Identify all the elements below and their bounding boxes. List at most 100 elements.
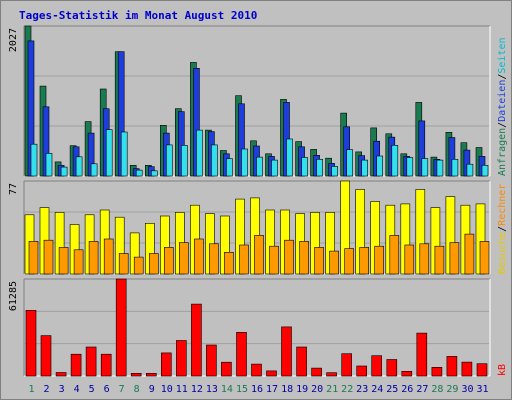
visits-bar-rechner-day-23 bbox=[359, 247, 370, 275]
requests-bar-seiten-day-4 bbox=[75, 156, 83, 177]
visits-bar-rechner-day-28 bbox=[434, 245, 445, 275]
requests-bar-seiten-day-7 bbox=[120, 131, 128, 177]
x-tick-label-day: 9 bbox=[149, 384, 155, 395]
x-tick-label-day: 29 bbox=[446, 384, 458, 395]
requests-bar-seiten-day-14 bbox=[226, 158, 233, 177]
x-tick-label-day: 8 bbox=[134, 384, 140, 395]
requests-bar-seiten-day-2 bbox=[45, 153, 53, 177]
requests-bar-seiten-day-21 bbox=[331, 166, 338, 177]
x-tick-label-day: 4 bbox=[74, 384, 80, 395]
visits-bar-rechner-day-13 bbox=[209, 243, 219, 275]
kb-bar-kb-day-5 bbox=[85, 346, 97, 377]
kb-bar-kb-day-9 bbox=[146, 372, 157, 377]
legend-rechner: Rechner bbox=[497, 184, 508, 226]
visits-bar-rechner-day-6 bbox=[103, 238, 114, 275]
requests-bar-seiten-day-24 bbox=[376, 155, 384, 177]
requests-bar-seiten-day-22 bbox=[346, 149, 354, 177]
requests-bar-seiten-day-17 bbox=[271, 159, 278, 177]
legend-kb: kB bbox=[497, 364, 508, 376]
visits-bar-rechner-day-24 bbox=[374, 245, 385, 275]
kb-bar-kb-day-2 bbox=[40, 335, 52, 377]
x-tick-label-day: 14 bbox=[221, 384, 233, 395]
kb-bar-kb-day-4 bbox=[70, 353, 82, 377]
requests-bar-seiten-day-25 bbox=[391, 145, 399, 177]
legend-besuche: Besuche bbox=[497, 232, 508, 274]
x-tick-label-day: 15 bbox=[236, 384, 248, 395]
x-tick-label-day: 12 bbox=[191, 384, 203, 395]
legend-group-3: kB bbox=[497, 364, 508, 376]
visits-bar-rechner-day-31 bbox=[479, 241, 490, 275]
x-tick-label-day: 27 bbox=[416, 384, 428, 395]
visits-bar-rechner-day-27 bbox=[419, 243, 430, 275]
visits-bar-rechner-day-2 bbox=[43, 239, 54, 275]
x-tick-label-day: 1 bbox=[28, 384, 34, 395]
requests-bar-seiten-day-26 bbox=[406, 157, 414, 177]
kb-bar-kb-day-14 bbox=[221, 361, 232, 377]
visits-bar-rechner-day-5 bbox=[88, 241, 99, 275]
requests-bar-seiten-day-10 bbox=[166, 144, 173, 177]
kb-bar-kb-day-23 bbox=[356, 365, 368, 377]
kb-bar-kb-day-16 bbox=[251, 363, 262, 377]
x-tick-label-day: 26 bbox=[401, 384, 413, 395]
x-tick-label-day: 23 bbox=[356, 384, 368, 395]
requests-bar-seiten-day-28 bbox=[436, 159, 444, 177]
legend-anfragen: Anfragen bbox=[497, 128, 508, 176]
kb-bar-kb-day-22 bbox=[341, 353, 353, 377]
requests-bar-seiten-day-27 bbox=[421, 158, 429, 177]
visits-bar-rechner-day-7 bbox=[118, 253, 129, 275]
visits-bar-rechner-day-25 bbox=[389, 235, 400, 275]
visits-bar-rechner-day-14 bbox=[224, 252, 234, 275]
kb-bar-kb-day-12 bbox=[191, 303, 202, 377]
requests-bar-seiten-day-1 bbox=[30, 143, 38, 177]
visits-bar-rechner-day-29 bbox=[449, 242, 460, 275]
kb-bar-kb-day-25 bbox=[386, 359, 398, 377]
visits-bar-rechner-day-10 bbox=[164, 247, 174, 275]
kb-bar-kb-day-1 bbox=[25, 309, 37, 377]
visits-bar-rechner-day-9 bbox=[149, 253, 159, 275]
requests-bar-seiten-day-6 bbox=[105, 129, 113, 177]
visits-bar-rechner-day-18 bbox=[284, 239, 294, 275]
kb-bar-kb-day-8 bbox=[130, 372, 142, 377]
x-tick-label-day: 11 bbox=[176, 384, 188, 395]
requests-bar-seiten-day-30 bbox=[466, 163, 474, 177]
visits-bar-rechner-day-30 bbox=[464, 233, 475, 275]
requests-ymax-label: 2027 bbox=[8, 28, 19, 52]
requests-bar-seiten-day-8 bbox=[135, 169, 143, 177]
kb-bar-kb-day-31 bbox=[476, 363, 488, 377]
visits-bar-rechner-day-26 bbox=[404, 244, 415, 275]
kb-bar-kb-day-6 bbox=[100, 353, 112, 377]
x-tick-label-day: 6 bbox=[104, 384, 110, 395]
legend-separator: / bbox=[497, 226, 508, 232]
requests-bar-seiten-day-13 bbox=[211, 144, 218, 177]
visits-bar-rechner-day-20 bbox=[314, 247, 324, 275]
visits-bar-rechner-day-21 bbox=[329, 250, 339, 275]
kb-bar-kb-day-24 bbox=[371, 355, 383, 377]
requests-bar-seiten-day-15 bbox=[241, 148, 248, 177]
kb-bar-kb-day-29 bbox=[446, 356, 458, 377]
visits-bar-rechner-day-11 bbox=[179, 242, 189, 275]
x-tick-label-day: 18 bbox=[281, 384, 293, 395]
legend-group-1: Anfragen/Dateien/Seiten bbox=[497, 37, 508, 176]
requests-bar-seiten-day-5 bbox=[90, 163, 98, 177]
requests-bar-seiten-day-31 bbox=[481, 165, 489, 177]
visits-bar-rechner-day-12 bbox=[194, 238, 204, 275]
legend-separator: / bbox=[497, 122, 508, 128]
requests-bar-seiten-day-29 bbox=[451, 159, 459, 177]
visits-bar-rechner-day-8 bbox=[133, 256, 144, 275]
visits-bar-rechner-day-3 bbox=[58, 247, 69, 275]
kb-bar-kb-day-3 bbox=[55, 372, 67, 377]
x-tick-label-day: 10 bbox=[161, 384, 173, 395]
x-tick-label-day: 5 bbox=[89, 384, 95, 395]
kb-bar-kb-day-30 bbox=[461, 361, 473, 377]
kb-bar-kb-day-11 bbox=[176, 340, 187, 377]
kb-bar-kb-day-27 bbox=[416, 332, 428, 377]
kb-bar-kb-day-15 bbox=[236, 331, 247, 377]
x-tick-label-day: 7 bbox=[119, 384, 125, 395]
requests-bar-seiten-day-3 bbox=[60, 166, 68, 177]
x-tick-label-day: 21 bbox=[326, 384, 338, 395]
kb-bar-kb-day-19 bbox=[296, 346, 307, 377]
requests-bar-seiten-day-18 bbox=[286, 138, 293, 177]
legend-seiten: Seiten bbox=[497, 37, 508, 73]
x-tick-label-day: 28 bbox=[431, 384, 443, 395]
